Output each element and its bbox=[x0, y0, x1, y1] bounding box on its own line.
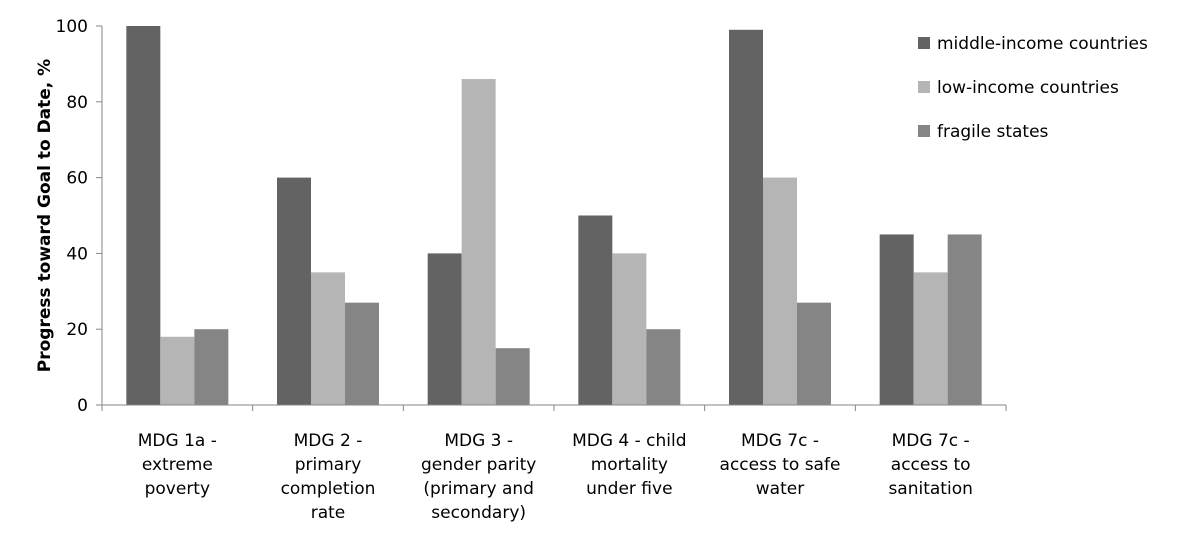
legend: middle-income countries low-income countr… bbox=[918, 34, 1148, 142]
bar bbox=[879, 234, 914, 405]
legend-label: fragile states bbox=[937, 122, 1049, 142]
x-category-label: under five bbox=[586, 479, 672, 499]
axes-group bbox=[101, 26, 1006, 406]
bar bbox=[612, 253, 647, 405]
y-tick-label: 20 bbox=[66, 320, 88, 340]
y-tick-label: 60 bbox=[66, 169, 88, 189]
bar bbox=[646, 329, 681, 405]
y-tick-label: 100 bbox=[56, 17, 88, 37]
bar bbox=[495, 348, 530, 405]
x-category-label: MDG 4 - child bbox=[572, 431, 686, 451]
bar bbox=[763, 177, 797, 405]
bar bbox=[797, 302, 831, 405]
bar bbox=[427, 253, 462, 405]
bar bbox=[277, 177, 311, 405]
x-category-label: mortality bbox=[591, 455, 668, 475]
x-category-label: poverty bbox=[145, 479, 210, 499]
y-tick-label: 0 bbox=[77, 396, 88, 416]
x-category-label: MDG 7c - bbox=[892, 431, 970, 451]
legend-label: low-income countries bbox=[937, 78, 1119, 98]
x-category-label: primary bbox=[295, 455, 362, 475]
x-category-label: completion bbox=[281, 479, 376, 499]
x-category-label: access to safe bbox=[720, 455, 841, 475]
x-categories-group: MDG 1a - extreme poverty MDG 2 - primary comp… bbox=[101, 405, 1007, 523]
x-category-label: MDG 3 - bbox=[444, 431, 513, 451]
x-category-label: access to bbox=[891, 455, 971, 475]
y-tick-label: 80 bbox=[66, 93, 88, 113]
legend-swatch bbox=[918, 81, 930, 93]
x-category-label: gender parity bbox=[421, 455, 536, 475]
legend-swatch bbox=[918, 37, 930, 49]
x-category-label: water bbox=[756, 479, 804, 499]
bar bbox=[126, 26, 161, 405]
x-category-label: secondary) bbox=[431, 503, 526, 523]
bar bbox=[578, 215, 613, 405]
bar bbox=[160, 336, 195, 405]
x-category-label: MDG 1a - bbox=[138, 431, 217, 451]
bar bbox=[947, 234, 982, 405]
bar bbox=[345, 302, 379, 405]
x-category-label: rate bbox=[311, 503, 346, 523]
bar bbox=[311, 272, 345, 405]
bar bbox=[194, 329, 229, 405]
x-category-label: extreme bbox=[142, 455, 213, 475]
y-axis-label: Progress toward Goal to Date, % bbox=[35, 59, 55, 372]
x-category-label: MDG 2 - bbox=[294, 431, 363, 451]
bar bbox=[461, 79, 496, 405]
bar bbox=[913, 272, 948, 405]
y-ticks-group: 0 20 40 60 80 100 bbox=[56, 17, 102, 416]
x-category-label: MDG 7c - bbox=[741, 431, 819, 451]
x-category-label: (primary and bbox=[423, 479, 534, 499]
legend-label: middle-income countries bbox=[937, 34, 1148, 54]
y-tick-label: 40 bbox=[66, 244, 88, 264]
bar bbox=[729, 29, 763, 405]
x-category-label: sanitation bbox=[888, 479, 972, 499]
legend-swatch bbox=[918, 125, 930, 137]
bars-group bbox=[126, 26, 982, 405]
